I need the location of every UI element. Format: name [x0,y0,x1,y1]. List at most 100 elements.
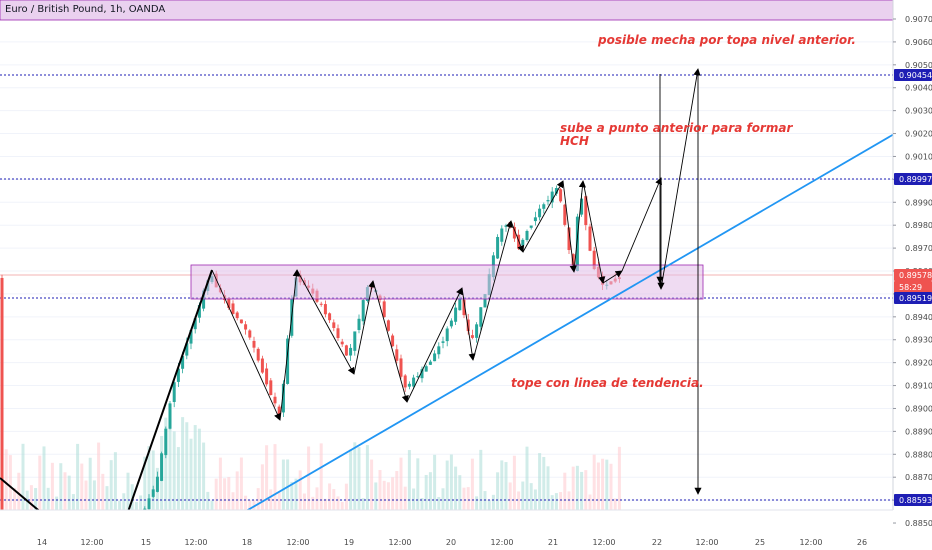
candle-body [433,353,437,362]
price-tag-box [894,292,932,304]
volume-bar [88,457,92,510]
time-tick-label: 12:00 [592,538,615,547]
volume-bar [67,475,71,510]
candle-body [160,453,164,481]
volume-bar [193,425,197,510]
volume-bar [4,449,8,510]
volume-bar [483,491,487,510]
candle-body [475,324,479,338]
candle-body [428,361,432,365]
volume-bar [181,417,185,510]
volume-bar [286,459,290,510]
trend-line [209,111,932,533]
volume-bar [567,491,571,510]
volume-bar [542,456,546,510]
volume-bar [302,493,306,510]
volume-bar [500,460,504,510]
volume-bar [399,457,403,510]
volume-bar [458,475,462,510]
volume-bar [361,498,365,510]
volume-bar [563,472,567,510]
candle-body [332,322,336,328]
volume-bar [50,462,54,510]
volume-bar [382,480,386,510]
candle-body [344,345,348,356]
volume-bar [407,450,411,510]
volume-bar [176,447,180,510]
volume-bar [386,482,390,510]
projection-arrow [372,280,409,403]
projection-arrow [573,180,586,273]
volume-bar [349,449,353,510]
candle-body [441,341,445,343]
candle-body [538,208,542,218]
candle-body [437,346,441,355]
volume-bar [592,454,596,510]
volume-bar [617,446,621,510]
volume-bar [596,462,600,510]
candle-body [265,368,269,385]
volume-bar [340,501,344,510]
time-tick-label: 12:00 [388,538,411,547]
volume-bar [17,472,21,510]
volume-bar [273,444,277,510]
volume-bar [105,486,109,510]
candle-body [525,230,529,241]
resistance-zone [190,264,704,300]
annotation-middle-line1: sube a punto anterior para formar [560,121,793,135]
candle-body [185,343,189,356]
candle-body [395,349,399,361]
candle-body [164,428,168,456]
volume-bar [256,488,260,510]
price-tag-box [894,69,932,81]
time-tick-label: 19 [344,538,354,547]
projection-arrow [279,269,300,421]
chart-title: Euro / British Pound, 1h, OANDA [5,4,166,15]
volume-bar [533,489,537,510]
volume-bar [512,455,516,510]
volume-bar [403,486,407,510]
time-tick-label: 12:00 [799,538,822,547]
candle-body [273,396,277,404]
annotation-top: posible mecha por topa nivel anterior. [597,33,856,47]
candle-body [239,319,243,324]
candle-body [575,216,579,271]
projection-arrow [602,270,623,284]
candle-body [567,227,571,251]
volume-bar [55,496,59,510]
candle-body [420,369,424,379]
candle-body [227,298,231,308]
projection-arrow [510,220,525,253]
candle-body [592,250,596,270]
candle-body [521,239,525,246]
candle-body [172,382,176,402]
candle-body [277,406,281,415]
candle-body [399,358,403,377]
volume-bar [517,491,521,510]
volume-bar [139,495,143,510]
candle-body [260,358,264,373]
volume-bar [546,466,550,510]
price-tag-box [894,494,932,506]
candle-body [466,319,470,332]
volume-bar [134,501,138,510]
candle-body [189,330,193,344]
volume-bar [42,446,46,510]
candle-body [176,368,180,382]
time-axis[interactable]: 14 12:00 15 12:00 18 12:00 19 12:00 20 12:00 21 12:… [0,509,893,550]
volume-bar [227,476,231,510]
volume-bar [315,487,319,510]
volume-bar [538,453,542,510]
candle-body [248,330,252,338]
price-tag-box [894,269,932,281]
volume-bar [588,494,592,510]
volume-bar [71,494,75,510]
volume-bar [298,470,302,510]
volume-bar [239,457,243,510]
candle-body [147,498,151,510]
